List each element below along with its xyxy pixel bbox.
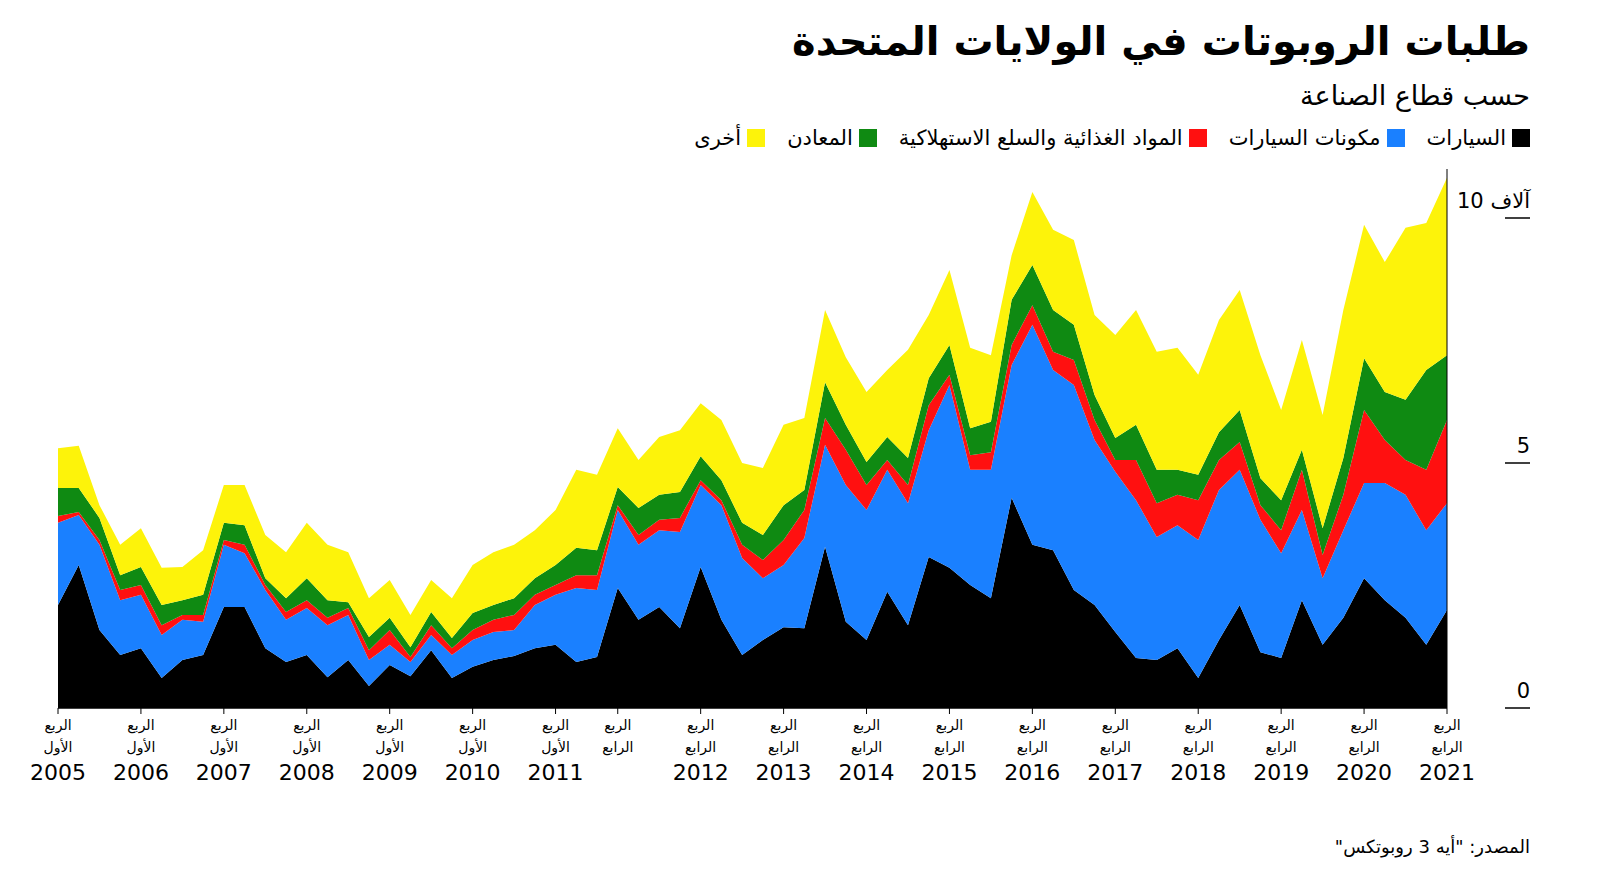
svg-text:الربع: الربع: [1268, 717, 1295, 734]
svg-text:2006: 2006: [113, 760, 169, 785]
svg-text:الرابع: الرابع: [1266, 739, 1297, 756]
svg-text:2015: 2015: [921, 760, 977, 785]
svg-text:2010: 2010: [445, 760, 501, 785]
svg-text:2018: 2018: [1170, 760, 1226, 785]
svg-text:الأول: الأول: [292, 738, 321, 756]
html-text:أخرى: أخرى: [694, 126, 742, 150]
svg-text:5: 5: [1517, 434, 1530, 458]
html-text:حسب قطاع الصناعة: حسب قطاع الصناعة: [1300, 80, 1530, 111]
svg-text:الربع: الربع: [1350, 717, 1377, 734]
svg-text:الربع: الربع: [542, 717, 569, 734]
svg-text:الربع: الربع: [293, 717, 320, 734]
svg-text:الربع: الربع: [376, 717, 403, 734]
svg-text:الرابع: الرابع: [1017, 739, 1048, 756]
svg-text:الربع: الربع: [604, 717, 631, 734]
svg-text:الربع: الربع: [1019, 717, 1046, 734]
svg-text:2013: 2013: [756, 760, 812, 785]
svg-text:2005: 2005: [30, 760, 86, 785]
svg-text:الربع: الربع: [687, 717, 714, 734]
svg-text:2014: 2014: [839, 760, 895, 785]
svg-text:الأول: الأول: [375, 738, 404, 756]
html-text:مكونات السيارات: مكونات السيارات: [1228, 126, 1381, 150]
svg-text:2008: 2008: [279, 760, 335, 785]
svg-text:الربع: الربع: [936, 717, 963, 734]
svg-text:0: 0: [1517, 679, 1530, 703]
svg-text:الربع: الربع: [459, 717, 486, 734]
svg-text:10 آلاف: 10 آلاف: [1457, 188, 1531, 213]
svg-text:الرابع: الرابع: [602, 739, 633, 756]
svg-text:الربع: الربع: [1433, 717, 1460, 734]
html-text:طلبات الروبوتات في الولايات ال: طلبات الروبوتات في الولايات المتحدة: [792, 18, 1530, 64]
svg-text:الأول: الأول: [44, 738, 73, 756]
svg-text:الرابع: الرابع: [851, 739, 882, 756]
svg-text:2011: 2011: [528, 760, 584, 785]
svg-text:الربع: الربع: [770, 717, 797, 734]
html-text:السيارات: السيارات: [1426, 126, 1506, 150]
svg-text:الربع: الربع: [44, 717, 71, 734]
svg-text:الرابع: الرابع: [768, 739, 799, 756]
svg-text:2007: 2007: [196, 760, 252, 785]
svg-text:2009: 2009: [362, 760, 418, 785]
svg-text:الأول: الأول: [209, 738, 238, 756]
svg-text:2012: 2012: [673, 760, 729, 785]
svg-text:الرابع: الرابع: [685, 739, 716, 756]
svg-text:الربع: الربع: [1185, 717, 1212, 734]
html-text:المصدر: "أيه 3 روبوتكس": المصدر: "أيه 3 روبوتكس": [1334, 836, 1530, 857]
svg-text:الرابع: الرابع: [1100, 739, 1131, 756]
svg-text:الرابع: الرابع: [934, 739, 965, 756]
html-text:المواد الغذائية والسلع الاستهل: المواد الغذائية والسلع الاستهلاكية: [898, 126, 1183, 150]
svg-text:2019: 2019: [1253, 760, 1309, 785]
svg-text:2020: 2020: [1336, 760, 1392, 785]
svg-text:2017: 2017: [1087, 760, 1143, 785]
svg-text:الأول: الأول: [541, 738, 570, 756]
svg-text:الربع: الربع: [853, 717, 880, 734]
svg-text:الأول: الأول: [458, 738, 487, 756]
html-text:المعادن: المعادن: [787, 126, 853, 150]
svg-text:الربع: الربع: [1102, 717, 1129, 734]
svg-text:الربع: الربع: [210, 717, 237, 734]
svg-text:الرابع: الرابع: [1183, 739, 1214, 756]
svg-text:الرابع: الرابع: [1431, 739, 1462, 756]
svg-text:2021: 2021: [1419, 760, 1475, 785]
svg-text:الأول: الأول: [127, 738, 156, 756]
svg-text:الربع: الربع: [127, 717, 154, 734]
svg-text:الرابع: الرابع: [1349, 739, 1380, 756]
svg-text:2016: 2016: [1004, 760, 1060, 785]
